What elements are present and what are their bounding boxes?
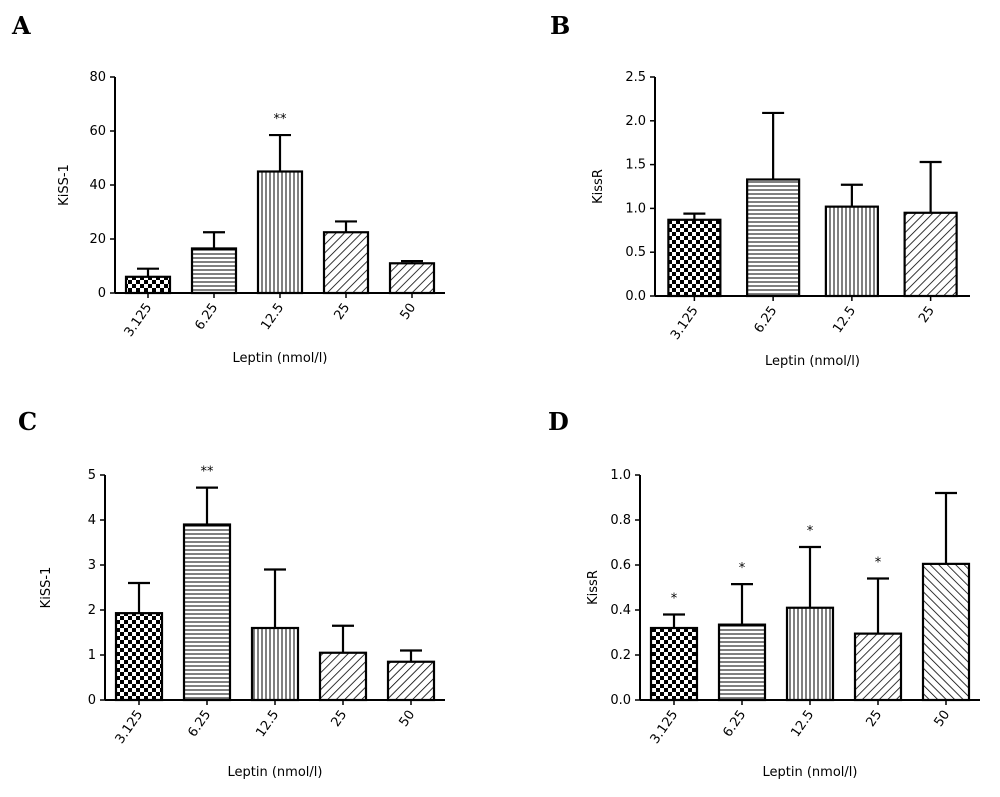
x-tick-label: 3.125 bbox=[648, 708, 682, 747]
x-tick-label: 6.25 bbox=[185, 708, 214, 740]
bar bbox=[824, 205, 879, 298]
x-tick-label: 12.5 bbox=[788, 708, 817, 740]
y-axis-title: KiSS-1 bbox=[39, 567, 54, 609]
y-tick-label: 40 bbox=[89, 178, 106, 193]
bar bbox=[256, 170, 304, 295]
x-axis-title: Leptin (nmol/l) bbox=[763, 765, 858, 780]
y-tick-label: 20 bbox=[89, 232, 106, 247]
chart-panel-c: C 0 1 2 3 4 5 KiSS-1 3.125 ** 6.25 12.5 25 50 Leptin (… bbox=[18, 407, 445, 780]
panel-letter: C bbox=[18, 407, 37, 436]
y-axis-title: KissR bbox=[586, 570, 601, 605]
y-tick-label: 2.0 bbox=[625, 114, 646, 129]
y-tick-label: 0 bbox=[88, 693, 96, 708]
significance-label: * bbox=[739, 561, 746, 576]
significance-label: ** bbox=[201, 465, 215, 480]
bar bbox=[388, 262, 436, 295]
bar bbox=[921, 562, 971, 702]
x-tick-label: 12.5 bbox=[258, 301, 287, 333]
y-tick-label: 2.5 bbox=[625, 70, 646, 85]
y-tick-label: 2 bbox=[88, 603, 96, 618]
x-tick-label: 25 bbox=[863, 708, 885, 730]
bar bbox=[124, 275, 172, 295]
x-axis-title: Leptin (nmol/l) bbox=[765, 354, 860, 369]
significance-label: * bbox=[671, 592, 678, 607]
x-tick-label: 50 bbox=[396, 708, 418, 730]
y-tick-label: 0.8 bbox=[610, 513, 631, 528]
bar bbox=[649, 626, 699, 702]
panel-letter: D bbox=[548, 407, 569, 436]
bar bbox=[386, 660, 436, 702]
significance-label: ** bbox=[274, 112, 288, 127]
y-tick-label: 1.5 bbox=[625, 158, 646, 173]
bar bbox=[182, 523, 232, 702]
y-tick-label: 4 bbox=[88, 513, 96, 528]
x-tick-label: 50 bbox=[931, 708, 953, 730]
bar bbox=[667, 218, 722, 298]
x-tick-label: 6.25 bbox=[720, 708, 749, 740]
y-axis-title: KiSS-1 bbox=[57, 164, 72, 206]
chart-panel-b: B 0.0 0.5 1.0 1.5 2.0 2.5 KissR 3.125 6.25 12.5 25 L… bbox=[550, 11, 970, 369]
x-tick-label: 12.5 bbox=[253, 708, 282, 740]
y-tick-label: 1.0 bbox=[610, 468, 631, 483]
bar bbox=[190, 247, 238, 295]
x-tick-label: 6.25 bbox=[752, 304, 781, 336]
bar bbox=[903, 211, 958, 298]
y-tick-label: 60 bbox=[89, 124, 106, 139]
y-tick-label: 3 bbox=[88, 558, 96, 573]
y-tick-label: 1.0 bbox=[625, 201, 646, 216]
bar bbox=[114, 612, 164, 702]
y-tick-label: 0.6 bbox=[610, 558, 631, 573]
y-tick-label: 0.2 bbox=[610, 648, 631, 663]
x-axis-title: Leptin (nmol/l) bbox=[233, 351, 328, 366]
bar bbox=[785, 606, 835, 702]
y-tick-label: 80 bbox=[89, 70, 106, 85]
y-tick-label: 0.0 bbox=[625, 289, 646, 304]
y-tick-label: 0.4 bbox=[610, 603, 631, 618]
bar bbox=[250, 626, 300, 702]
y-tick-label: 0 bbox=[98, 286, 106, 301]
x-tick-label: 25 bbox=[328, 708, 350, 730]
x-tick-label: 12.5 bbox=[830, 304, 859, 336]
bar bbox=[746, 178, 801, 298]
bar bbox=[853, 632, 903, 702]
significance-label: * bbox=[875, 556, 882, 571]
bar bbox=[717, 623, 767, 702]
x-tick-label: 3.125 bbox=[113, 708, 147, 747]
bar bbox=[322, 231, 370, 295]
y-tick-label: 0.5 bbox=[625, 245, 646, 260]
bar bbox=[318, 651, 368, 702]
x-tick-label: 50 bbox=[397, 301, 419, 323]
y-axis-title: KissR bbox=[591, 169, 606, 204]
x-tick-label: 6.25 bbox=[192, 301, 221, 333]
x-tick-label: 25 bbox=[331, 301, 353, 323]
chart-panel-d: D 0.0 0.2 0.4 0.6 0.8 1.0 KissR * 3.125 * 6.25 * 12.5… bbox=[548, 407, 980, 780]
x-tick-label: 3.125 bbox=[668, 304, 702, 343]
significance-label: * bbox=[807, 524, 814, 539]
x-tick-label: 25 bbox=[916, 304, 938, 326]
chart-panel-a: A 0 20 40 60 80 KiSS-1 3.125 6.25 ** 12.5 25 50 Lepti… bbox=[11, 11, 445, 366]
y-tick-label: 5 bbox=[88, 468, 96, 483]
panel-letter: A bbox=[11, 11, 31, 40]
y-tick-label: 0.0 bbox=[610, 693, 631, 708]
y-tick-label: 1 bbox=[88, 648, 96, 663]
x-axis-title: Leptin (nmol/l) bbox=[228, 765, 323, 780]
panel-letter: B bbox=[550, 11, 570, 40]
x-tick-label: 3.125 bbox=[122, 301, 156, 340]
